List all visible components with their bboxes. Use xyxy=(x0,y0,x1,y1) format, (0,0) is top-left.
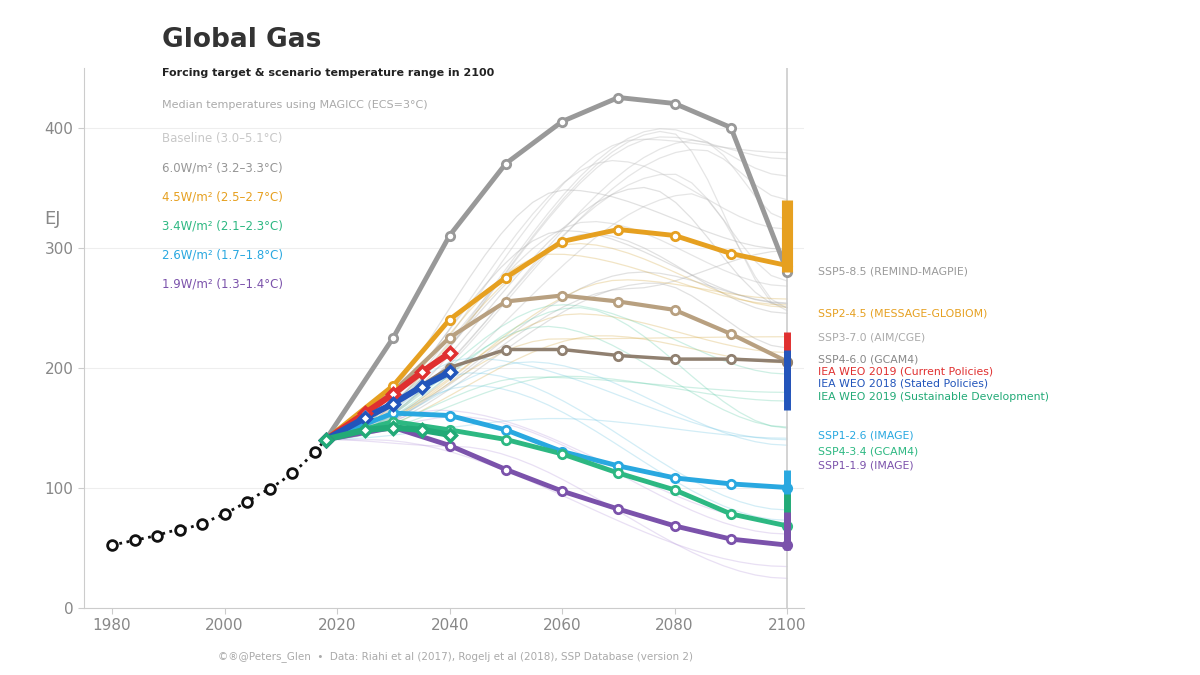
Text: Global Gas: Global Gas xyxy=(162,27,322,53)
Text: 1.9W/m² (1.3–1.4°C): 1.9W/m² (1.3–1.4°C) xyxy=(162,277,283,290)
Text: SSP1-1.9 (IMAGE): SSP1-1.9 (IMAGE) xyxy=(818,461,914,471)
Text: 6.0W/m² (3.2–3.3°C): 6.0W/m² (3.2–3.3°C) xyxy=(162,161,283,174)
Text: SSP4-3.4 (GCAM4): SSP4-3.4 (GCAM4) xyxy=(818,446,919,456)
Text: 2.6W/m² (1.7–1.8°C): 2.6W/m² (1.7–1.8°C) xyxy=(162,248,283,261)
Text: 4.5W/m² (2.5–2.7°C): 4.5W/m² (2.5–2.7°C) xyxy=(162,190,283,203)
Text: EJ: EJ xyxy=(44,210,61,227)
Text: SSP2-4.5 (MESSAGE-GLOBIOM): SSP2-4.5 (MESSAGE-GLOBIOM) xyxy=(818,308,988,319)
Text: SSP5-8.5 (REMIND-MAGPIE): SSP5-8.5 (REMIND-MAGPIE) xyxy=(818,267,968,277)
Text: Median temperatures using MAGICC (ECS=3°C): Median temperatures using MAGICC (ECS=3°… xyxy=(162,100,427,110)
Text: Forcing target & scenario temperature range in 2100: Forcing target & scenario temperature ra… xyxy=(162,68,494,78)
Text: SSP3-7.0 (AIM/CGE): SSP3-7.0 (AIM/CGE) xyxy=(818,333,925,342)
Text: SSP1-2.6 (IMAGE): SSP1-2.6 (IMAGE) xyxy=(818,431,914,441)
Text: ©®@Peters_Glen  •  Data: Riahi et al (2017), Rogelj et al (2018), SSP Database (: ©®@Peters_Glen • Data: Riahi et al (2017… xyxy=(218,651,694,661)
Text: IEA WEO 2019 (Sustainable Development): IEA WEO 2019 (Sustainable Development) xyxy=(818,392,1050,402)
Text: 3.4W/m² (2.1–2.3°C): 3.4W/m² (2.1–2.3°C) xyxy=(162,219,283,232)
Text: Baseline (3.0–5.1°C): Baseline (3.0–5.1°C) xyxy=(162,132,282,145)
Text: IEA WEO 2019 (Current Policies): IEA WEO 2019 (Current Policies) xyxy=(818,366,994,376)
Text: IEA WEO 2018 (Stated Policies): IEA WEO 2018 (Stated Policies) xyxy=(818,378,989,388)
Text: SSP4-6.0 (GCAM4): SSP4-6.0 (GCAM4) xyxy=(818,354,919,364)
